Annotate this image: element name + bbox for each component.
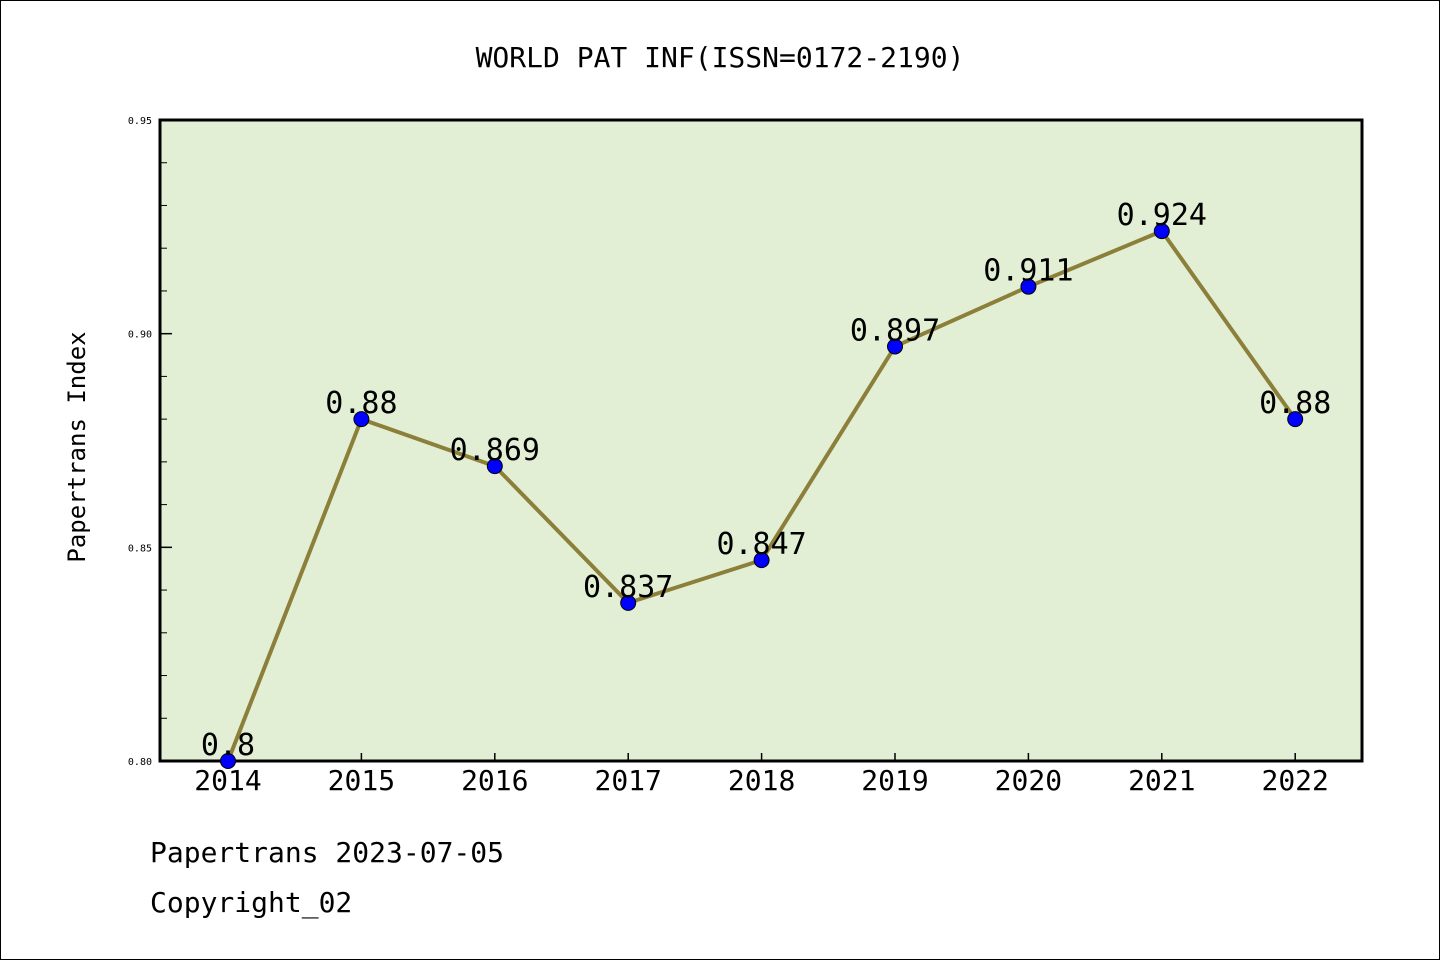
x-tick-label: 2022 (1261, 764, 1328, 797)
x-tick-label: 2017 (594, 764, 661, 797)
footer-copyright: Copyright_02 (150, 886, 353, 919)
x-tick-label: 2020 (995, 764, 1062, 797)
x-tick-label: 2019 (861, 764, 928, 797)
y-tick-label: 0.90 (128, 330, 152, 341)
data-point (1287, 411, 1304, 428)
data-label: 0.924 (1117, 198, 1207, 233)
data-labels: 0.8 0.88 0.869 0.837 0.847 0.897 0.911 0.924 0.8… (201, 198, 1331, 763)
data-label: 0.8 (201, 728, 255, 763)
data-point (753, 552, 770, 569)
data-point (486, 458, 503, 475)
x-axis-ticks: 2014 2015 2016 2017 2018 2019 2020 2021 2022 (194, 753, 1329, 797)
y-tick-label: 0.85 (128, 543, 152, 554)
x-tick-label: 2015 (328, 764, 395, 797)
data-label: 0.837 (583, 570, 673, 605)
data-point (353, 411, 370, 428)
data-point (1020, 278, 1037, 295)
x-tick-label: 2014 (194, 764, 261, 797)
footer-date: Papertrans 2023-07-05 (150, 836, 505, 869)
data-label: 0.88 (1259, 386, 1331, 421)
data-point (887, 338, 903, 355)
data-label: 0.869 (450, 433, 540, 468)
x-tick-label: 2018 (728, 764, 795, 797)
data-point (620, 594, 637, 611)
data-markers (220, 223, 1304, 769)
data-label: 0.88 (325, 386, 397, 421)
y-axis-label: Papertrans Index (63, 331, 91, 562)
data-label: 0.897 (850, 313, 940, 348)
y-axis-ticks: 0.80 0.85 0.90 0.95 (128, 116, 172, 768)
chart-title: WORLD PAT INF(ISSN=0172-2190) (476, 41, 965, 74)
data-label: 0.847 (716, 527, 806, 562)
x-tick-label: 2021 (1128, 764, 1195, 797)
data-label: 0.911 (983, 254, 1073, 289)
y-tick-label: 0.80 (128, 757, 152, 768)
data-point (1153, 223, 1170, 240)
y-tick-label: 0.95 (128, 116, 152, 127)
data-point (220, 753, 236, 769)
x-tick-label: 2016 (461, 764, 528, 797)
